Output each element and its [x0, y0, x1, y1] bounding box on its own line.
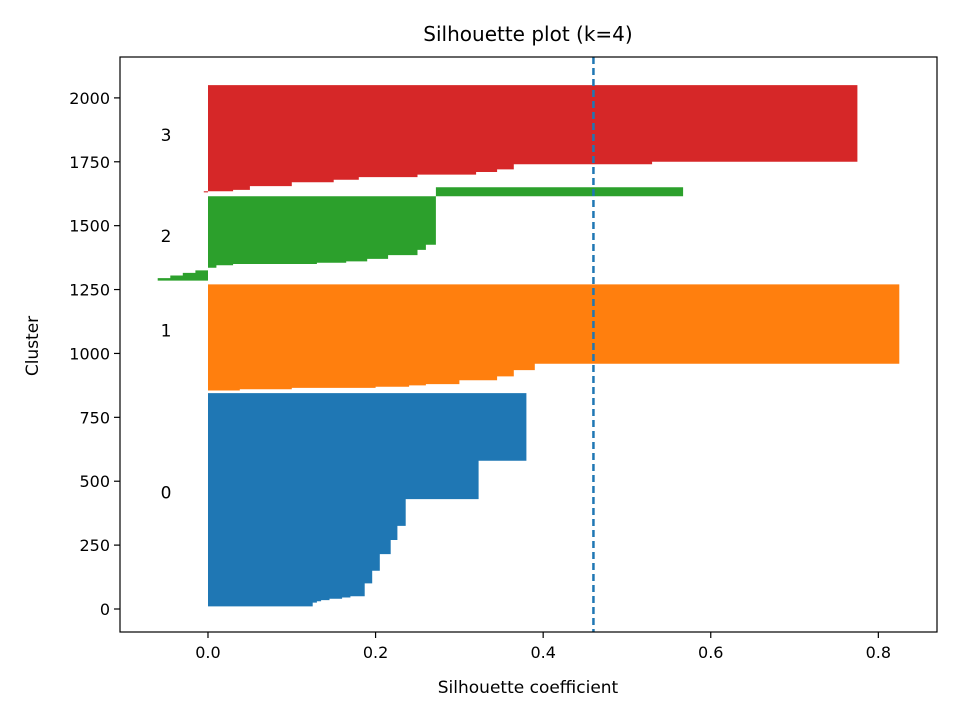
cluster-labels: 0 1 2 3: [161, 126, 172, 504]
y-tick-label: 1250: [69, 281, 110, 300]
y-tick-label: 0: [100, 600, 110, 619]
x-tick-label: 0.2: [363, 643, 388, 662]
plot-area: [157, 85, 900, 607]
y-tick-label: 1500: [69, 217, 110, 236]
silhouette-band-cluster-3: [203, 85, 858, 193]
y-tick-label: 1000: [69, 344, 110, 363]
x-tick-label: 0.4: [530, 643, 555, 662]
cluster-label-1: 1: [161, 321, 172, 341]
y-axis-ticks: 0 250 500 750 1000 1250 1500 1750 2000: [69, 89, 120, 619]
x-tick-label: 0.0: [195, 643, 220, 662]
y-axis-label: Cluster: [23, 316, 43, 376]
silhouette-band-cluster-0: [208, 393, 527, 607]
y-tick-label: 250: [79, 536, 110, 555]
y-tick-label: 1750: [69, 153, 110, 172]
silhouette-band-cluster-2: [157, 187, 684, 281]
cluster-label-3: 3: [161, 126, 172, 146]
y-tick-label: 750: [79, 408, 110, 427]
x-axis-label: Silhouette coefficient: [438, 678, 619, 698]
chart-title: Silhouette plot (k=4): [423, 22, 632, 46]
y-tick-label: 2000: [69, 89, 110, 108]
x-axis-ticks: 0.0 0.2 0.4 0.6 0.8: [195, 632, 891, 662]
cluster-label-2: 2: [161, 227, 172, 247]
y-tick-label: 500: [79, 472, 110, 491]
x-tick-label: 0.6: [698, 643, 723, 662]
axes-frame: [119, 56, 938, 633]
cluster-label-0: 0: [161, 484, 172, 504]
x-tick-label: 0.8: [866, 643, 891, 662]
silhouette-band-cluster-1: [208, 284, 900, 391]
